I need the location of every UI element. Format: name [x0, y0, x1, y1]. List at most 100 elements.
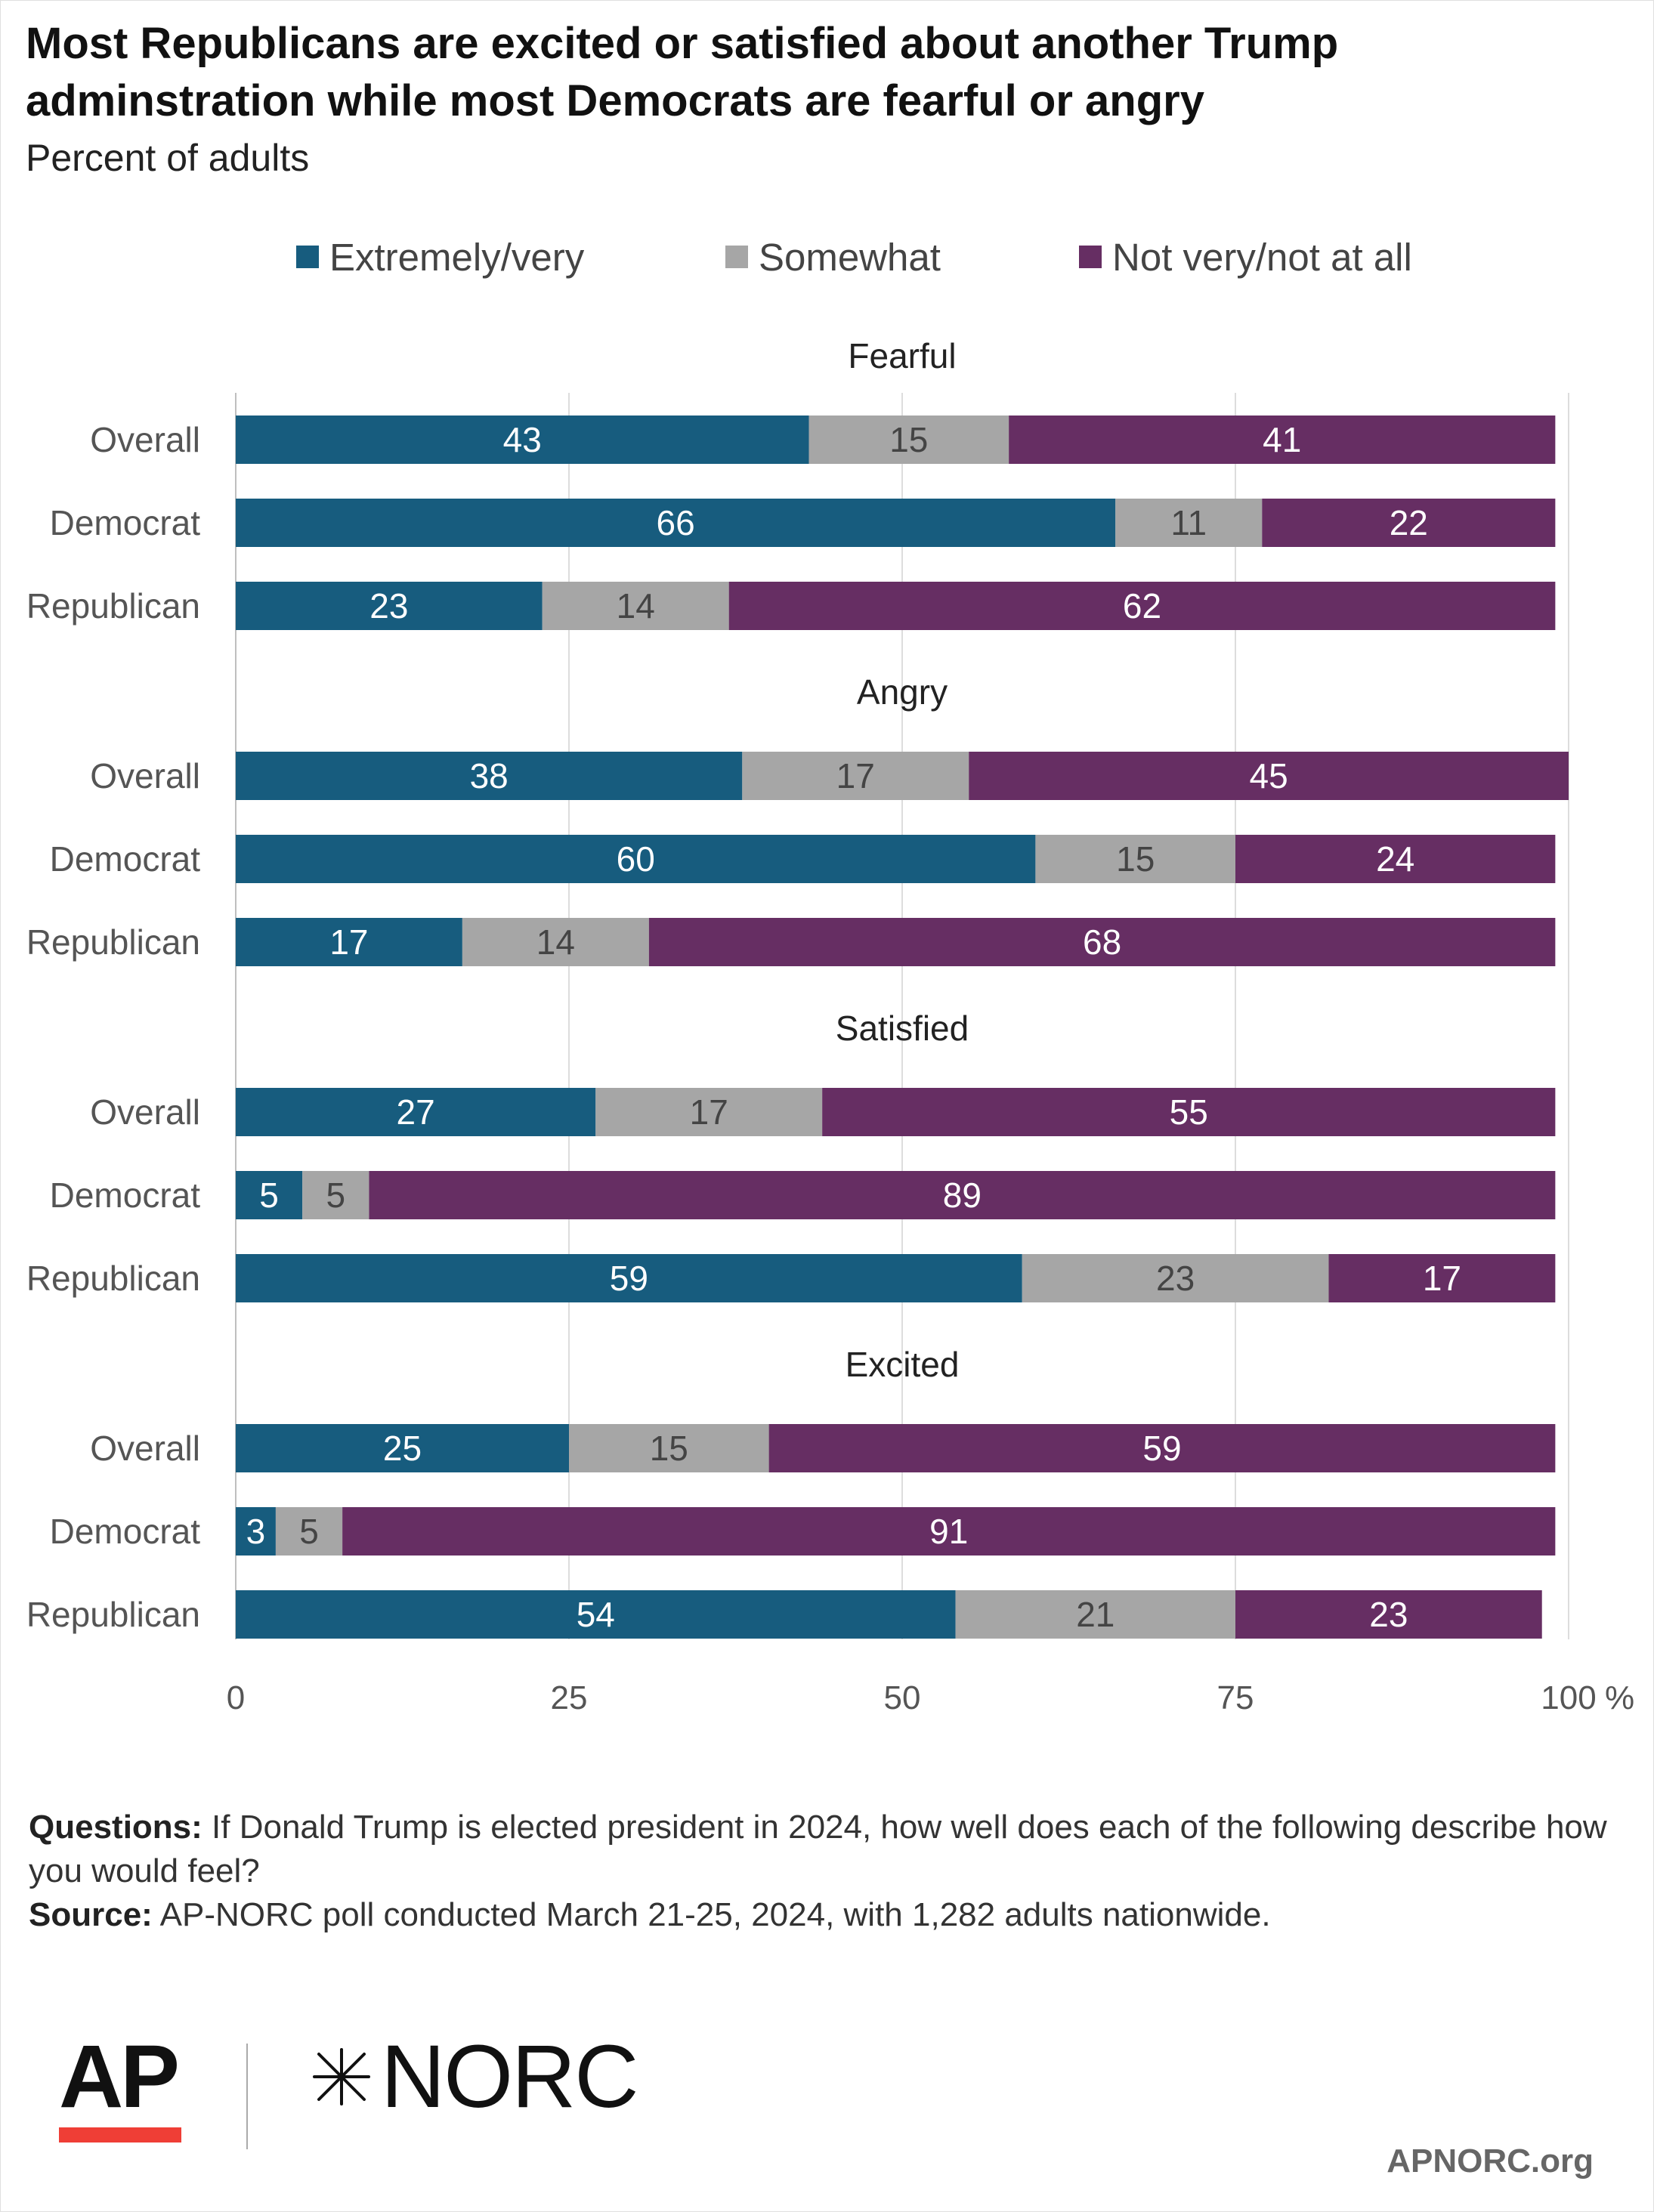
row-label: Republican	[26, 586, 200, 626]
data-label: 62	[1123, 586, 1161, 626]
bar-segment	[822, 1088, 1556, 1136]
chart-subtitle: Percent of adults	[26, 137, 310, 179]
data-label: 21	[1076, 1595, 1115, 1634]
stacked-bar-chart: Fearful Overall 43 15 41 Democrat 66 11 22 Republ…	[26, 336, 1634, 1716]
bar-segment	[369, 1171, 1556, 1219]
data-label: 5	[299, 1512, 319, 1551]
bar-segment	[275, 1507, 343, 1556]
bar-segment	[742, 752, 969, 800]
legend-item-somewhat: Somewhat	[725, 234, 941, 280]
bar-segment	[569, 1424, 769, 1472]
legend-item-not-very: Not very/not at all	[1079, 234, 1412, 280]
bar-segment	[542, 582, 729, 630]
questions-text: If Donald Trump is elected president in …	[29, 1809, 1607, 1889]
data-label: 66	[657, 503, 695, 542]
source-note: Source: AP-NORC poll conducted March 21-…	[29, 1893, 1623, 1937]
panel-title: Satisfied	[836, 1009, 969, 1048]
row-label: Republican	[26, 1595, 200, 1634]
legend-label: Somewhat	[759, 235, 941, 279]
bar-segment	[728, 582, 1556, 630]
ap-logo: AP	[59, 2032, 181, 2142]
source-label: Source:	[29, 1896, 153, 1933]
bar-segment	[236, 1590, 956, 1639]
row-label: Democrat	[50, 503, 201, 542]
data-label: 17	[836, 756, 875, 796]
data-label: 5	[326, 1176, 346, 1215]
data-label: 17	[690, 1092, 728, 1132]
legend-swatch-not-very	[1079, 246, 1102, 268]
row-label: Overall	[90, 756, 200, 796]
x-tick-label: 25	[551, 1679, 588, 1716]
bar-segment	[1115, 499, 1263, 547]
data-label: 27	[397, 1092, 435, 1132]
row-label: Overall	[90, 1092, 200, 1132]
data-label: 14	[536, 922, 575, 962]
data-label: 54	[577, 1595, 615, 1634]
bar-segment	[236, 918, 462, 966]
bar-segment	[648, 918, 1556, 966]
data-label: 3	[246, 1512, 266, 1551]
bar-segment	[236, 416, 809, 464]
bar-segment	[236, 582, 543, 630]
data-label: 23	[1156, 1259, 1195, 1298]
bar-segment	[955, 1590, 1235, 1639]
data-label: 15	[1116, 839, 1155, 879]
data-label: 55	[1170, 1092, 1208, 1132]
bar-segment	[302, 1171, 369, 1219]
legend-swatch-extremely-very	[296, 246, 319, 268]
row-label: Democrat	[50, 1176, 201, 1215]
data-label: 45	[1250, 756, 1288, 796]
ap-logo-text: AP	[59, 2027, 180, 2127]
x-tick-label: 100	[1541, 1679, 1596, 1716]
bar-segment	[1262, 499, 1556, 547]
bar-segment	[1235, 835, 1556, 883]
row-label: Democrat	[50, 839, 201, 879]
data-label: 22	[1390, 503, 1428, 542]
bar-segment	[1328, 1254, 1556, 1302]
norc-logo-text: NORC	[381, 2027, 638, 2127]
bar-segment	[808, 416, 1009, 464]
bar-segment	[969, 752, 1569, 800]
bar-segment	[768, 1424, 1556, 1472]
source-text: AP-NORC poll conducted March 21-25, 2024…	[159, 1896, 1271, 1933]
row-label: Democrat	[50, 1512, 201, 1551]
data-label: 23	[369, 586, 408, 626]
data-label: 89	[943, 1176, 982, 1215]
panel-title: Excited	[846, 1345, 960, 1384]
chart-notes: Questions: If Donald Trump is elected pr…	[29, 1806, 1623, 1937]
bar-segment	[1235, 1590, 1542, 1639]
chart-title: Most Republicans are excited or satisfie…	[26, 19, 1339, 125]
data-label: 15	[889, 420, 928, 459]
bar-segment	[236, 752, 743, 800]
bar-segment	[236, 1507, 276, 1556]
data-label: 14	[617, 586, 655, 626]
questions-label: Questions:	[29, 1809, 202, 1846]
row-label: Overall	[90, 420, 200, 459]
data-label: 17	[329, 922, 368, 962]
data-label: 23	[1369, 1595, 1408, 1634]
data-label: 25	[383, 1429, 422, 1468]
panel-title: Fearful	[848, 336, 956, 375]
data-label: 5	[259, 1176, 279, 1215]
data-label: 15	[650, 1429, 688, 1468]
x-tick-label: 50	[884, 1679, 921, 1716]
bar-segment	[236, 835, 1036, 883]
bar-segment	[236, 1254, 1022, 1302]
row-label: Republican	[26, 1259, 200, 1298]
data-label: 43	[503, 420, 542, 459]
data-label: 60	[617, 839, 655, 879]
bar-segment	[1009, 416, 1556, 464]
row-label: Overall	[90, 1429, 200, 1468]
bar-segment	[1022, 1254, 1329, 1302]
data-label: 59	[1142, 1429, 1181, 1468]
data-label: 38	[470, 756, 509, 796]
questions-note: Questions: If Donald Trump is elected pr…	[29, 1806, 1623, 1893]
legend-item-extremely-very: Extremely/very	[296, 234, 584, 280]
data-label: 59	[610, 1259, 648, 1298]
bar-segment	[462, 918, 649, 966]
ap-logo-underline	[59, 2127, 181, 2142]
data-label: 24	[1376, 839, 1414, 879]
bar-segment	[595, 1088, 823, 1136]
bar-segment	[236, 499, 1116, 547]
bar-segment	[236, 1424, 569, 1472]
